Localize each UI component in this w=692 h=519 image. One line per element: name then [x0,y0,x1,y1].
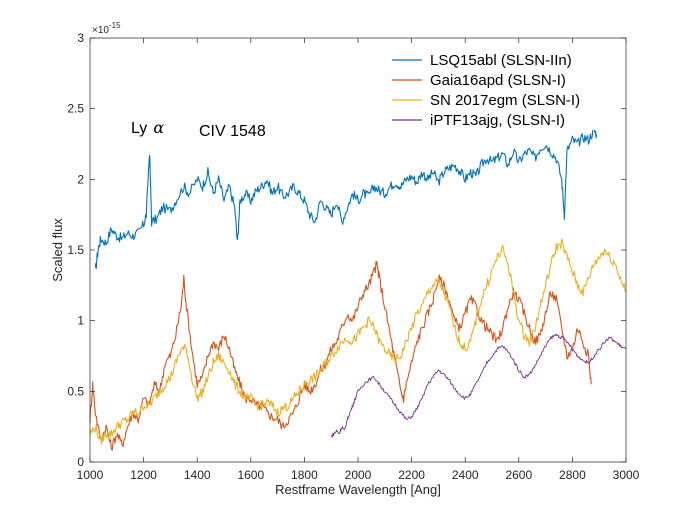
y-tick-label: 1.5 [67,243,84,257]
x-tick-label: 1400 [184,468,211,482]
x-tick-label: 1000 [77,468,104,482]
series-line-1 [94,126,598,269]
legend-label-1: LSQ15abl (SLSN-IIn) [430,52,572,69]
series-line-2 [89,260,592,451]
y-tick-label: 1 [77,314,84,328]
annotation-ly-alpha: Ly α [131,118,164,137]
series-layer [89,126,627,451]
x-tick-label: 2000 [345,468,372,482]
x-tick-label: 2400 [452,468,479,482]
tick-layer: 1000 1200 1400 1600 1800 2000 2200 2400 2600 2800… [67,31,639,482]
y-tick-label: 2.5 [67,102,84,116]
series-line-3 [89,238,627,445]
legend-label-2: Gaia16apd (SLSN-I) [430,72,566,89]
x-tick-label: 1800 [291,468,318,482]
annotation-civ-1548: CIV 1548 [199,123,266,140]
x-tick-label: 3000 [613,468,640,482]
x-tick-label: 2200 [398,468,425,482]
legend-box [385,48,617,130]
legend-label-4: iPTF13ajg, (SLSN-I) [430,112,565,129]
x-tick-label: 2600 [505,468,532,482]
y-axis-label: Scaled flux [50,218,65,282]
x-tick-label: 2800 [559,468,586,482]
y-tick-label: 0.5 [67,384,84,398]
y-tick-label: 2 [77,172,84,186]
y-multiplier: ×10-15 [92,21,121,36]
x-tick-label: 1200 [130,468,157,482]
y-tick-label: 3 [77,31,84,45]
x-axis-label: Restframe Wavelength [Ang] [275,482,441,497]
series-line-4 [330,333,627,438]
legend-label-3: SN 2017egm (SLSN-I) [430,92,580,109]
x-tick-label: 1600 [237,468,264,482]
legend: LSQ15abl (SLSN-IIn) Gaia16apd (SLSN-I) SN … [385,48,617,130]
y-tick-label: 0 [77,455,84,469]
